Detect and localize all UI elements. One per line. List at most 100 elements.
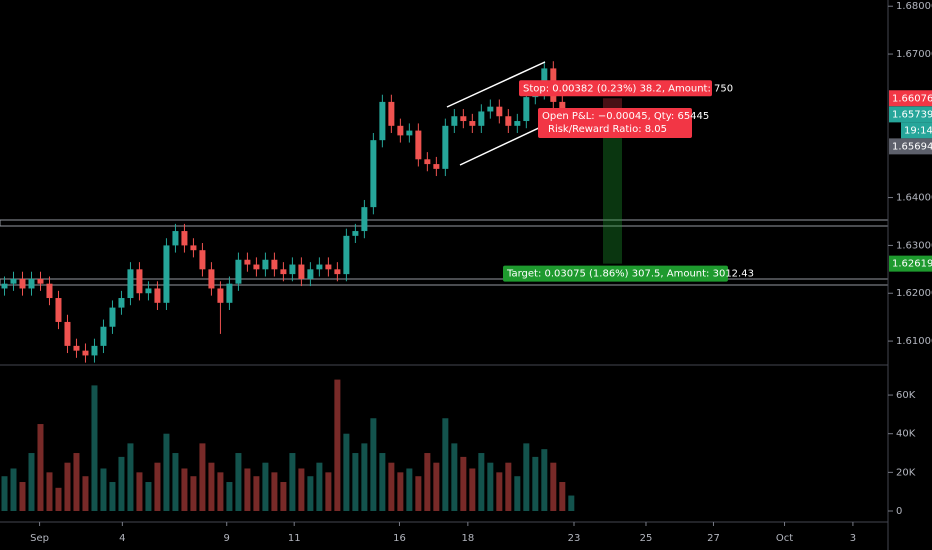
x-tick-label: 3 <box>850 533 856 544</box>
volume-bar <box>478 453 485 511</box>
candle-body <box>28 278 35 289</box>
candle-body <box>262 259 269 270</box>
candle <box>298 257 305 511</box>
candle-body <box>172 231 179 246</box>
volume-bar <box>235 453 242 511</box>
candle-body <box>523 97 530 122</box>
candle-body <box>379 101 386 141</box>
volume-bar <box>1 476 8 511</box>
candle <box>505 109 512 511</box>
candle-body <box>55 298 62 322</box>
candle <box>568 109 575 511</box>
candle <box>307 262 314 511</box>
candle-body <box>145 288 152 294</box>
y-tick-label: 1.67000 <box>896 49 932 60</box>
candle-body <box>217 288 224 303</box>
candle <box>172 223 179 511</box>
stop-label: Stop: 0.00382 (0.23%) 38.2, Amount: 750 <box>523 83 733 94</box>
candle-body <box>307 269 314 279</box>
candle-body <box>442 125 449 169</box>
volume-bar <box>145 482 152 511</box>
x-tick-label: 23 <box>568 533 581 544</box>
volume-bar <box>82 476 89 511</box>
volume-bar <box>514 476 521 511</box>
candle-body <box>397 125 404 136</box>
stop-label-box <box>519 80 712 97</box>
candle <box>415 123 422 511</box>
volume-bar <box>172 453 179 511</box>
volume-bar <box>289 453 296 511</box>
candle-body <box>469 121 476 126</box>
volume-bar <box>307 476 314 511</box>
volume-bar <box>568 495 575 511</box>
y-tick-label: 1.62000 <box>896 288 932 299</box>
candle <box>244 252 251 511</box>
candle-body <box>451 116 458 126</box>
volume-bar <box>37 424 44 511</box>
volume-bar <box>424 453 431 511</box>
candle <box>397 118 404 511</box>
candle <box>442 118 449 511</box>
candle-body <box>91 345 98 356</box>
volume-bar <box>298 468 305 511</box>
candle <box>19 271 26 511</box>
candle-body <box>460 116 467 122</box>
price-tag-label: 1.65739 <box>892 109 932 120</box>
candle-body <box>496 106 503 117</box>
resistance-zone <box>0 219 889 227</box>
candle-body <box>316 264 323 270</box>
candle-body <box>370 140 377 208</box>
volume-bar <box>541 449 548 511</box>
candle <box>100 319 107 511</box>
candle <box>28 271 35 511</box>
volume-bar <box>433 462 440 511</box>
volume-bar <box>190 476 197 511</box>
volume-bar <box>262 462 269 511</box>
volume-bar <box>415 476 422 511</box>
candle <box>190 238 197 511</box>
volume-bar <box>109 482 116 511</box>
candle-body <box>1 283 8 289</box>
volume-bar <box>469 468 476 511</box>
candle <box>370 132 377 511</box>
candle-body <box>415 130 422 160</box>
x-tick-label: 4 <box>119 533 125 544</box>
y-tick-label: 1.63000 <box>896 240 932 251</box>
candle <box>379 94 386 511</box>
volume-bar <box>334 379 341 511</box>
candle <box>559 94 566 511</box>
volume-bar <box>487 462 494 511</box>
candle-body <box>235 259 242 284</box>
candle-body <box>109 307 116 327</box>
volume-bar <box>19 482 26 511</box>
candle <box>514 113 521 511</box>
volume-bar <box>550 462 557 511</box>
candle <box>262 252 269 511</box>
y-tick-label: 1.64000 <box>896 193 932 204</box>
candle-body <box>487 106 494 112</box>
candle <box>343 228 350 511</box>
candle <box>523 89 530 511</box>
candle <box>208 262 215 511</box>
volume-bar <box>379 453 386 511</box>
candle-body <box>514 121 521 126</box>
candle-body <box>352 231 359 236</box>
volume-bar <box>46 472 53 511</box>
y-tick-label: 1.61000 <box>896 336 932 347</box>
volume-bar <box>316 462 323 511</box>
candle-body <box>505 116 512 126</box>
x-tick-label: 18 <box>461 533 474 544</box>
candle <box>271 252 278 511</box>
volume-bar <box>523 443 530 511</box>
volume-bar <box>28 453 35 511</box>
candle <box>127 262 134 511</box>
price-tag-label: 1.65694 <box>892 141 932 152</box>
candle-body <box>271 259 278 270</box>
volume-bar <box>451 443 458 511</box>
x-tick-label: 11 <box>288 533 301 544</box>
candle-body <box>424 159 431 165</box>
channel-upper <box>446 61 546 108</box>
candle-body <box>334 269 341 275</box>
candle <box>118 290 125 511</box>
volume-bar <box>406 468 413 511</box>
